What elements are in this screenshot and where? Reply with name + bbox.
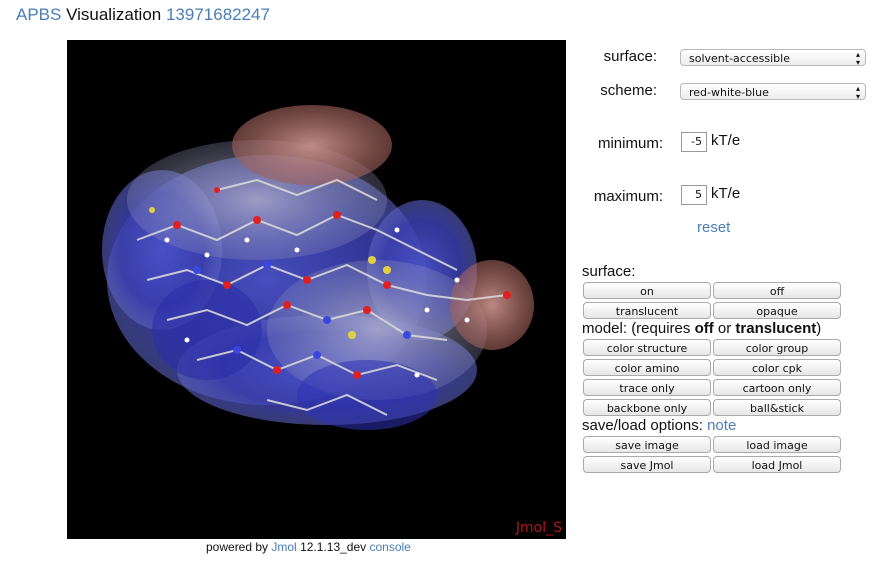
maximum-label: maximum:	[593, 188, 663, 205]
minimum-label: minimum:	[597, 135, 663, 152]
color-amino-button[interactable]: color amino	[583, 359, 711, 376]
select-arrows-icon: ▴ ▾	[855, 50, 860, 67]
saveload-title-text: save/load options:	[582, 417, 703, 434]
surface-select-value: solvent-accessible	[689, 52, 790, 65]
reset-link[interactable]: reset	[697, 219, 731, 236]
title-text: Visualization	[66, 5, 162, 24]
maximum-unit: kT/e	[711, 185, 741, 202]
console-link[interactable]: console	[369, 540, 411, 554]
model-title-post: )	[816, 320, 822, 337]
surface-opaque-button[interactable]: opaque	[713, 302, 841, 319]
scheme-select-value: red-white-blue	[689, 86, 769, 99]
load-image-button[interactable]: load image	[713, 436, 841, 453]
minimum-unit: kT/e	[711, 132, 741, 149]
page-title: APBS Visualization 13971682247	[16, 5, 270, 25]
cartoon-only-button[interactable]: cartoon only	[713, 379, 841, 396]
scheme-label: scheme:	[600, 82, 657, 99]
surface-off-button[interactable]: off	[713, 282, 841, 299]
note-link[interactable]: note	[707, 417, 737, 434]
surface-blob	[102, 105, 534, 430]
apbs-link[interactable]: APBS	[16, 5, 62, 24]
select-arrows-icon: ▴ ▾	[855, 84, 860, 101]
maximum-input[interactable]: 5	[681, 185, 707, 205]
model-title-or: or	[717, 320, 732, 337]
jmol-watermark: Jmol_S	[515, 520, 562, 536]
jmol-link[interactable]: Jmol	[271, 540, 297, 554]
ball-stick-button[interactable]: ball&stick	[713, 399, 841, 416]
color-structure-button[interactable]: color structure	[583, 339, 711, 356]
jmol-version: 12.1.13_dev	[300, 540, 367, 554]
backbone-only-button[interactable]: backbone only	[583, 399, 711, 416]
surface-select[interactable]: solvent-accessible ▴ ▾	[680, 49, 866, 67]
save-jmol-button[interactable]: save Jmol	[583, 456, 711, 473]
model-section-title: model: (requires off or translucent)	[582, 320, 821, 337]
model-title-pre: model: (requires	[582, 320, 691, 337]
model-title-translucent: translucent	[735, 320, 817, 337]
minimum-input[interactable]: -5	[681, 132, 707, 152]
trace-only-button[interactable]: trace only	[583, 379, 711, 396]
powered-by-line: powered by Jmol 12.1.13_dev console	[206, 540, 411, 554]
scheme-select[interactable]: red-white-blue ▴ ▾	[680, 83, 866, 101]
surface-translucent-button[interactable]: translucent	[583, 302, 711, 319]
molecule-render	[102, 105, 534, 430]
color-cpk-button[interactable]: color cpk	[713, 359, 841, 376]
color-group-button[interactable]: color group	[713, 339, 841, 356]
load-jmol-button[interactable]: load Jmol	[713, 456, 841, 473]
powered-by-text: powered by	[206, 540, 269, 554]
save-image-button[interactable]: save image	[583, 436, 711, 453]
job-id-link[interactable]: 13971682247	[165, 5, 270, 24]
saveload-section-title: save/load options: note	[582, 417, 736, 434]
surface-label: surface:	[603, 48, 657, 65]
surface-section-title: surface:	[582, 263, 636, 280]
model-title-off: off	[694, 320, 714, 337]
surface-on-button[interactable]: on	[583, 282, 711, 299]
jmol-viewer[interactable]: Jmol_S	[67, 40, 566, 539]
atom-dots	[149, 187, 511, 379]
